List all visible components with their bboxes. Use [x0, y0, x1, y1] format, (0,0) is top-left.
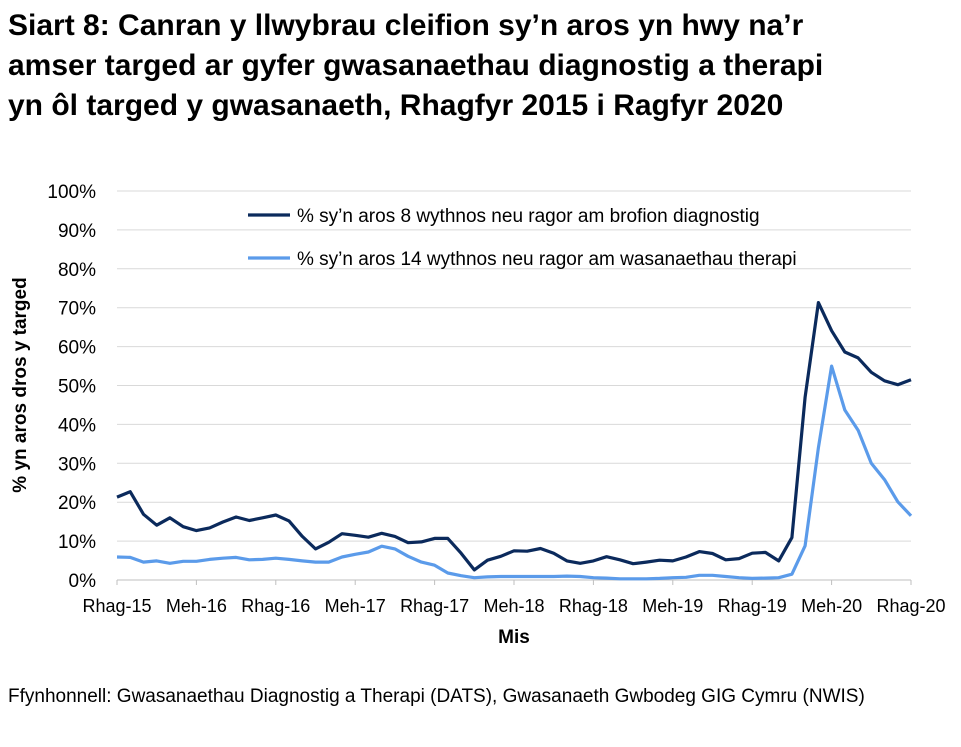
- x-tick-label: Rhag-19: [718, 596, 787, 616]
- y-tick-label: 70%: [58, 299, 96, 320]
- chart-title: Siart 8: Canran y llwybrau cleifion sy’n…: [8, 6, 953, 126]
- y-tick-label: 80%: [58, 260, 96, 281]
- x-tick-label: Meh-19: [642, 596, 703, 616]
- y-tick-label: 40%: [58, 415, 96, 436]
- y-tick-label: 0%: [69, 571, 97, 592]
- chart-title-line-2: amser targed ar gyfer gwasanaethau diagn…: [8, 49, 824, 82]
- y-axis-ticks: 0% 10% 20% 30% 40% 50% 60% 70% 80% 90% 100%: [47, 182, 96, 592]
- x-tick-label: Rhag-20: [876, 596, 945, 616]
- x-tick-label: Rhag-16: [241, 596, 310, 616]
- legend-label: % sy’n aros 8 wythnos neu ragor am brofi…: [297, 206, 760, 227]
- legend: % sy’n aros 8 wythnos neu ragor am brofi…: [248, 206, 797, 270]
- gridlines: [117, 190, 911, 542]
- series-lines: [116, 301, 913, 581]
- y-tick-label: 10%: [58, 532, 96, 553]
- legend-label: % sy’n aros 14 wythnos neu ragor am wasa…: [297, 249, 797, 270]
- series-line: [116, 364, 913, 581]
- y-tick-label: 30%: [58, 454, 96, 475]
- y-tick-label: 60%: [58, 338, 96, 359]
- chart-title-line-3: yn ôl targed y gwasanaeth, Rhagfyr 2015 …: [8, 89, 784, 122]
- y-tick-label: 90%: [58, 221, 96, 242]
- source-note: Ffynhonnell: Gwasanaethau Diagnostig a T…: [8, 686, 865, 707]
- x-tick-label: Rhag-17: [400, 596, 469, 616]
- chart-title-line-1: Siart 8: Canran y llwybrau cleifion sy’n…: [8, 9, 804, 42]
- x-tick-label: Meh-16: [166, 596, 227, 616]
- y-tick-label: 100%: [47, 182, 96, 203]
- x-tick-label: Meh-20: [801, 596, 862, 616]
- x-tick-label: Meh-18: [483, 596, 544, 616]
- y-tick-label: 50%: [58, 377, 96, 398]
- x-tick-label: Rhag-15: [82, 596, 151, 616]
- x-axis-ticks: Rhag-15 Meh-16 Rhag-16 Meh-17 Rhag-17 Meh-18 R…: [82, 580, 946, 616]
- x-axis-label: Mis: [498, 627, 530, 648]
- x-tick-label: Meh-17: [325, 596, 386, 616]
- y-axis-label: % yn aros dros y targed: [10, 277, 31, 492]
- y-tick-label: 20%: [58, 493, 96, 514]
- x-tick-label: Rhag-18: [559, 596, 628, 616]
- series-line: [116, 301, 912, 572]
